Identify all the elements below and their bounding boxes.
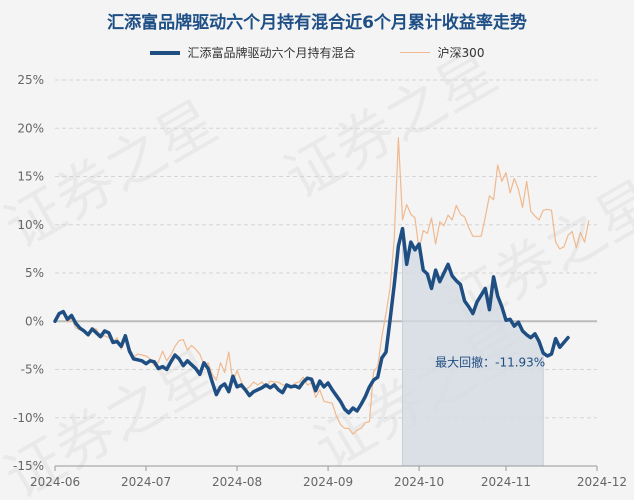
- drawdown-area: [402, 228, 544, 466]
- y-tick-label: 10%: [17, 218, 44, 232]
- legend-label-index: 沪深300: [437, 46, 485, 60]
- y-tick-label: 0%: [25, 314, 44, 328]
- x-tick-label: 2024-07: [121, 475, 171, 489]
- y-tick-label: -15%: [13, 459, 44, 473]
- y-tick-label: 20%: [17, 121, 44, 135]
- y-tick-label: 15%: [17, 170, 44, 184]
- legend-item-fund[interactable]: 汇添富品牌驱动六个月持有混合: [149, 44, 356, 61]
- legend-item-index[interactable]: 沪深300: [399, 44, 485, 61]
- max-drawdown-label: 最大回撤：-11.93%: [435, 355, 545, 370]
- series-line-index: [54, 137, 590, 435]
- axes: 25% 20% 15% 10% 5% 0% -5% -10% -15% 2024-06 2024-0…: [13, 73, 627, 489]
- y-tick-label: -5%: [21, 363, 44, 377]
- series-line-fund: [53, 226, 570, 415]
- chart-title: 汇添富品牌驱动六个月持有混合近6个月累计收益率走势: [107, 13, 527, 33]
- legend: 汇添富品牌驱动六个月持有混合 沪深300: [0, 44, 634, 61]
- x-tick-label: 2024-09: [303, 475, 353, 489]
- watermark-text: 证券之星: [273, 37, 508, 212]
- x-tick-label: 2024-06: [30, 475, 80, 489]
- series-lines: [53, 137, 590, 435]
- x-tick-label: 2024-08: [212, 475, 262, 489]
- legend-swatch-index: [399, 52, 430, 53]
- y-tick-label: 25%: [17, 73, 44, 87]
- annotations: 最大回撤：-11.93%: [435, 355, 545, 370]
- drawdown-fill: [402, 228, 544, 466]
- x-tick-label: 2024-10: [394, 475, 444, 489]
- x-tick-label: 2024-11: [481, 475, 531, 489]
- legend-label-fund: 汇添富品牌驱动六个月持有混合: [187, 46, 356, 60]
- legend-swatch-fund: [149, 50, 180, 55]
- y-tick-label: -10%: [13, 411, 44, 425]
- x-tick-label: 2024-12: [577, 475, 627, 489]
- y-tick-label: 5%: [25, 266, 44, 280]
